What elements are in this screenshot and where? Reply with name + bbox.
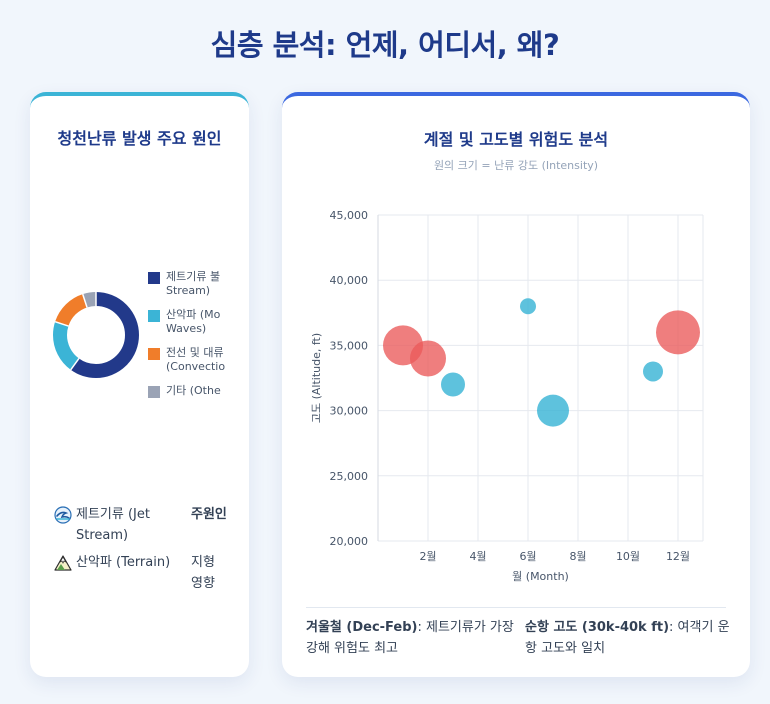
bubble-low-risk[interactable] <box>537 394 569 427</box>
cause-legend: 제트기류 불 Stream) 산악파 (Mo Waves) 전선 및 대류 (C… <box>148 270 226 408</box>
legend-label: 기타 (Othe <box>166 384 221 397</box>
x-tick-label: 6월 <box>519 550 536 563</box>
legend-item-other[interactable]: 기타 (Othe <box>148 384 226 398</box>
risk-card-subtitle: 원의 크기 = 난류 강도 (Intensity) <box>433 159 599 172</box>
legend-swatch <box>148 386 160 398</box>
donut-separator <box>54 320 69 327</box>
y-tick-label: 45,000 <box>330 209 369 222</box>
y-tick-label: 25,000 <box>330 470 369 483</box>
bubble-high-risk[interactable] <box>410 340 446 377</box>
x-tick-label: 10월 <box>616 550 640 563</box>
risk-card-title: 계절 및 고도별 위험도 분석 <box>423 130 609 149</box>
note-text: : 제트기류가 가장 강해 위험도 최고 <box>306 620 514 656</box>
legend-label: 산악파 (Mo Waves) <box>166 308 221 335</box>
cause-label: 산악파 (Terrain) <box>76 555 171 570</box>
page-title: 심층 분석: 언제, 어디서, 왜? <box>210 28 560 62</box>
legend-swatch <box>148 348 160 360</box>
y-tick-label: 35,000 <box>330 339 369 352</box>
legend-swatch <box>148 310 160 322</box>
bubble-high-risk[interactable] <box>656 310 700 355</box>
x-axis-title: 월 (Month) <box>512 570 569 583</box>
x-tick-label: 2월 <box>419 550 436 563</box>
risk-card: 계절 및 고도별 위험도 분석 원의 크기 = 난류 강도 (Intensity… <box>282 92 750 677</box>
legend-item-convection[interactable]: 전선 및 대류 (Convectio <box>148 346 226 374</box>
jet-stream-icon <box>54 506 72 524</box>
y-tick-label: 40,000 <box>330 274 369 287</box>
y-axis-title: 고도 (Altitude, ft) <box>310 333 323 423</box>
cause-card-title: 청천난류 발생 주요 원인 <box>57 129 222 148</box>
cause-label: 제트기류 (Jet Stream) <box>76 507 150 543</box>
cause-card: 청천난류 발생 주요 원인 제트기류 불 Stream) 산악파 (Mo Wav… <box>30 92 249 677</box>
x-tick-label: 8월 <box>569 550 586 563</box>
x-tick-label: 4월 <box>469 550 486 563</box>
cause-row-jet-stream: 제트기류 (Jet Stream) 주원인 <box>54 504 230 546</box>
donut-separator <box>81 293 88 308</box>
terrain-icon <box>54 555 72 571</box>
x-tick-label: 12월 <box>666 550 690 563</box>
cause-role: 지형 영향 <box>191 555 215 591</box>
bubble-low-risk[interactable] <box>520 298 536 315</box>
cause-role: 주원인 <box>191 507 227 522</box>
legend-item-mountain-waves[interactable]: 산악파 (Mo Waves) <box>148 308 226 336</box>
bubble-low-risk[interactable] <box>441 372 465 397</box>
legend-label: 제트기류 불 Stream) <box>166 270 221 297</box>
legend-item-jet-stream[interactable]: 제트기류 불 Stream) <box>148 270 226 298</box>
note-strong: 순항 고도 (30k-40k ft) <box>525 620 670 635</box>
donut-separator <box>70 358 80 371</box>
cause-donut-chart <box>53 292 139 378</box>
legend-swatch <box>148 272 160 284</box>
bubble-low-risk[interactable] <box>643 361 663 382</box>
cause-row-terrain: 산악파 (Terrain) 지형 영향 <box>54 552 230 594</box>
note-winter: 겨울철 (Dec-Feb): 제트기류가 가장 강해 위험도 최고 <box>306 617 524 659</box>
note-strong: 겨울철 (Dec-Feb) <box>306 620 418 635</box>
risk-bubble-chart: 20,000 25,000 30,000 35,000 40,000 45,000 2월 4월… <box>310 209 704 583</box>
y-tick-label: 30,000 <box>330 405 369 418</box>
donut-slice[interactable] <box>53 292 139 378</box>
y-tick-label: 20,000 <box>330 535 369 548</box>
note-text: : 여객기 운항 고도와 일치 <box>525 620 730 656</box>
legend-label: 전선 및 대류 (Convectio <box>166 346 226 373</box>
note-cruise-altitude: 순항 고도 (30k-40k ft): 여객기 운항 고도와 일치 <box>525 617 735 659</box>
divider <box>306 607 726 608</box>
